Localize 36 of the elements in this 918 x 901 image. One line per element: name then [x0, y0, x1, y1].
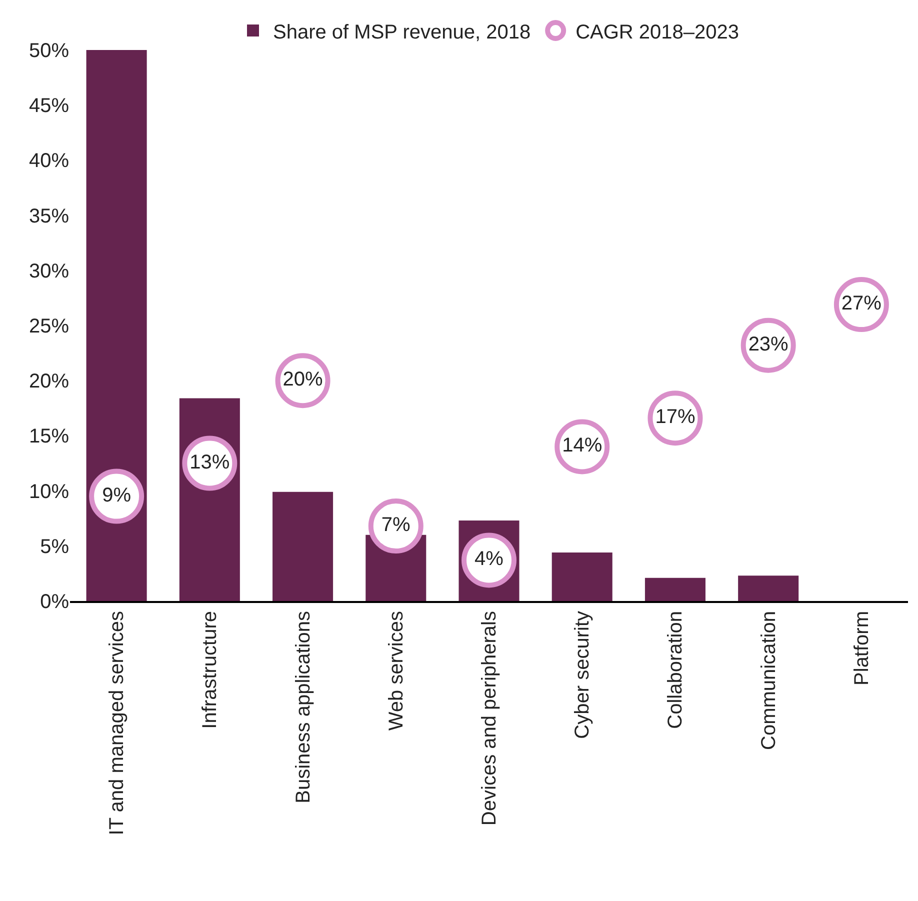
data-label: 9%	[102, 484, 132, 506]
y-tick-label: 15%	[28, 426, 70, 448]
data-label: 23%	[748, 333, 789, 356]
y-tick-label: 50%	[28, 40, 70, 62]
y-tick-label: 25%	[28, 316, 70, 338]
y-tick-label: 0%	[40, 591, 70, 613]
bar	[644, 578, 706, 601]
bar	[86, 50, 147, 601]
data-label: 4%	[474, 548, 504, 570]
bar	[272, 492, 334, 601]
legend-label: Share of MSP revenue, 2018	[273, 21, 531, 44]
data-label: 13%	[190, 451, 230, 474]
x-tick-label: Cyber security	[572, 611, 594, 739]
y-tick-label: 35%	[28, 205, 70, 228]
data-label: 14%	[562, 434, 602, 457]
x-tick-label: Communication	[758, 611, 780, 750]
bar	[738, 576, 799, 601]
x-tick-label: Devices and peripherals	[478, 611, 500, 826]
y-tick-label: 45%	[28, 95, 70, 118]
y-tick-label: 10%	[28, 480, 70, 503]
x-tick-label: Infrastructure	[199, 611, 222, 729]
x-tick-label: Platform	[850, 611, 873, 686]
x-tick-label: Collaboration	[664, 611, 687, 729]
data-label: 17%	[655, 406, 696, 428]
data-label: 20%	[282, 368, 324, 391]
x-tick-label: IT and managed services	[106, 611, 128, 836]
x-tick-label: Web services	[385, 611, 408, 731]
y-tick-label: 40%	[28, 150, 70, 172]
y-tick-label: 30%	[28, 260, 70, 282]
x-tick-label: Business applications	[292, 611, 314, 804]
data-label: 27%	[841, 292, 882, 315]
y-tick-label: 20%	[28, 370, 70, 393]
y-tick-label: 5%	[40, 536, 70, 558]
data-label: 7%	[381, 514, 411, 536]
legend-label: CAGR 2018–2023	[576, 21, 740, 44]
bar	[552, 552, 612, 601]
